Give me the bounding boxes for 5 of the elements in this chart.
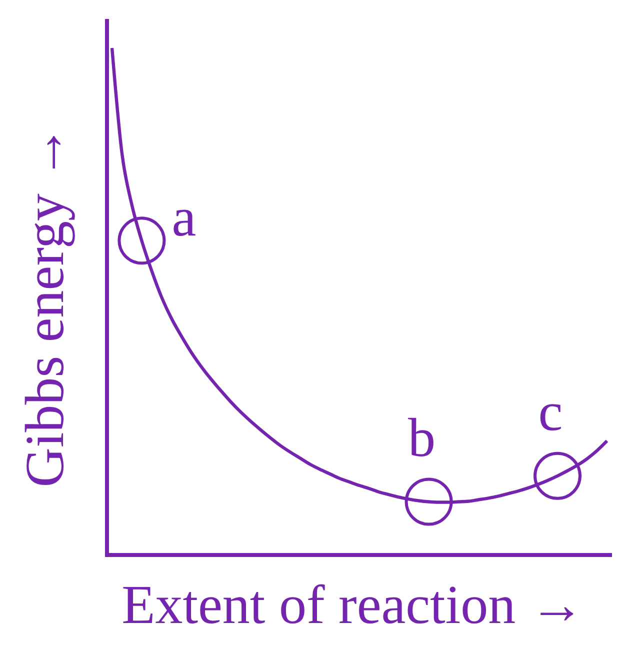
annotation: a	[172, 186, 196, 248]
annotation: c	[538, 380, 563, 442]
y-axis-title: Gibbs energy →	[14, 124, 75, 488]
x-axis-title: Extent of reaction →	[122, 574, 584, 635]
annotation: b	[408, 406, 436, 468]
